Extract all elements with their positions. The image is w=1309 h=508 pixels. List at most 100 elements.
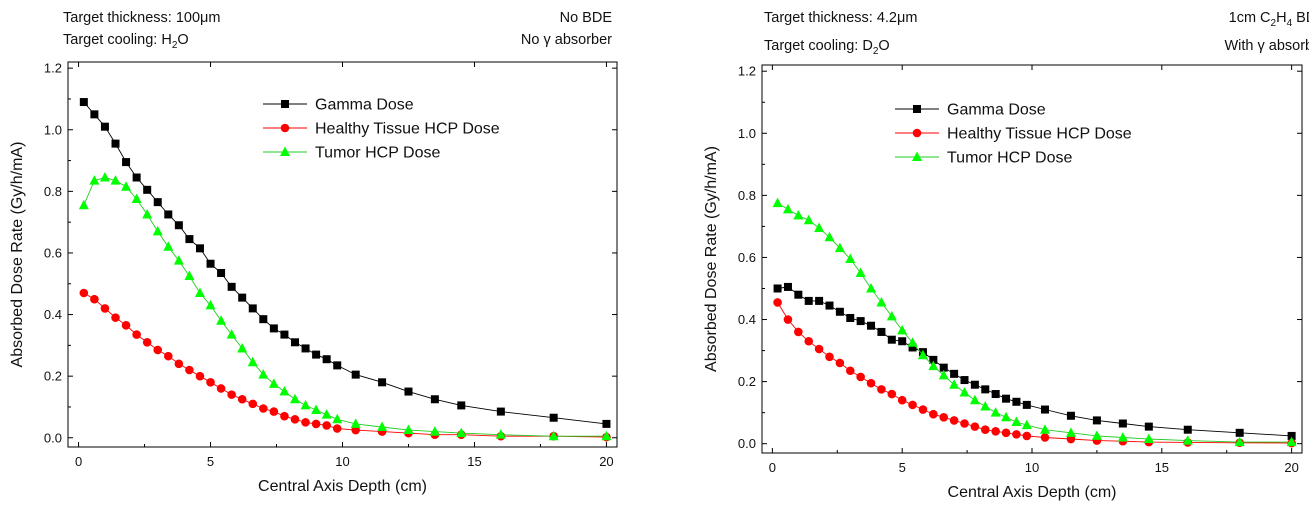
series-healthy-tissue-hcp-dose	[79, 288, 611, 442]
data-point	[1012, 430, 1021, 439]
data-point	[378, 378, 387, 387]
data-point	[90, 110, 99, 119]
data-point	[824, 231, 835, 242]
data-point	[938, 369, 949, 380]
data-point	[876, 296, 887, 307]
data-point	[991, 390, 1000, 399]
data-point	[1039, 424, 1050, 434]
data-point	[949, 416, 959, 425]
data-point	[1040, 433, 1050, 442]
header-target-cooling: Target cooling: H2O	[63, 32, 189, 51]
data-point	[205, 299, 216, 310]
legend-marker	[913, 105, 921, 113]
data-point	[783, 282, 792, 291]
data-point	[1117, 431, 1128, 442]
data-point	[918, 405, 928, 414]
data-point	[1012, 397, 1021, 406]
data-point	[164, 210, 173, 219]
data-point	[981, 385, 990, 394]
data-point	[153, 198, 162, 207]
data-point	[959, 386, 970, 397]
legend: Gamma Dose Healthy Tissue HCP Dose Tumor H…	[895, 102, 1132, 167]
data-point	[174, 221, 183, 230]
data-point	[79, 98, 88, 107]
data-point	[496, 407, 505, 416]
x-tick-label: 20	[1284, 460, 1298, 475]
y-tick-label: 0.6	[44, 245, 62, 260]
chart-panel-right: Target thickness: 4.2μm Target cooling: …	[690, 0, 1309, 508]
data-point	[601, 430, 612, 441]
data-point	[194, 287, 205, 297]
data-point	[174, 359, 184, 369]
data-point	[1065, 427, 1076, 437]
data-point	[311, 419, 321, 429]
data-point	[1144, 422, 1153, 431]
data-point	[121, 181, 132, 191]
axes: 0 5 10 15 20 0.0 0.2 0.4 0.6 0.8 1.0 1.2	[738, 64, 1302, 475]
data-point	[258, 369, 269, 379]
y-tick-label: 0.4	[44, 307, 62, 322]
data-point	[300, 399, 311, 410]
data-point	[991, 426, 1000, 436]
series-line	[777, 302, 1292, 444]
data-point	[1234, 436, 1245, 447]
data-point	[173, 255, 184, 265]
data-point	[185, 365, 194, 375]
data-point	[794, 290, 803, 299]
data-point	[153, 345, 163, 355]
data-point	[1011, 416, 1022, 426]
data-point	[877, 327, 886, 336]
legend-marker	[280, 146, 290, 156]
data-point	[1066, 434, 1076, 444]
data-point	[301, 344, 310, 353]
data-point	[835, 307, 844, 316]
data-point	[248, 304, 257, 313]
data-point	[279, 386, 290, 396]
data-point	[846, 313, 855, 322]
data-point	[825, 352, 834, 362]
data-point	[907, 337, 918, 347]
y-axis-label: Absorbed Dose Rate (Gy/h/mA)	[703, 146, 720, 372]
data-point	[1118, 419, 1127, 428]
data-point	[845, 366, 855, 376]
data-point	[100, 304, 110, 313]
y-tick-label: 0.6	[738, 250, 756, 265]
data-point	[783, 315, 793, 324]
data-point	[834, 242, 845, 253]
data-point	[1022, 431, 1032, 441]
data-point	[1143, 433, 1154, 444]
data-point	[216, 384, 226, 393]
data-point	[163, 241, 174, 251]
data-point	[216, 315, 227, 325]
y-tick-label: 0.0	[738, 436, 756, 451]
data-point	[90, 294, 99, 304]
x-axis-label: Central Axis Depth (cm)	[258, 478, 427, 495]
data-point	[312, 350, 321, 359]
data-point	[549, 413, 558, 422]
data-point	[814, 222, 825, 232]
data-point	[206, 259, 215, 268]
data-point	[1001, 411, 1012, 422]
data-point	[1092, 416, 1101, 425]
data-point	[877, 385, 886, 394]
series-tumor-hcp-dose	[772, 197, 1297, 447]
legend-label: Healthy Tissue HCP Dose	[315, 121, 500, 138]
data-point	[887, 335, 896, 344]
x-tick-label: 20	[599, 454, 613, 469]
data-point	[227, 390, 236, 399]
data-point	[185, 235, 194, 244]
data-point	[928, 360, 939, 371]
series-layer	[772, 197, 1297, 448]
data-point	[960, 419, 969, 428]
data-point	[897, 324, 908, 335]
data-point	[1091, 430, 1102, 440]
header-target-thickness: Target thickness: 4.2μm	[764, 10, 918, 26]
data-point	[377, 421, 388, 431]
data-point	[949, 379, 960, 389]
data-point	[814, 344, 824, 354]
data-point	[793, 210, 804, 220]
data-point	[163, 351, 173, 361]
x-tick-label: 15	[467, 454, 481, 469]
data-point	[867, 321, 876, 330]
data-point	[457, 401, 466, 410]
